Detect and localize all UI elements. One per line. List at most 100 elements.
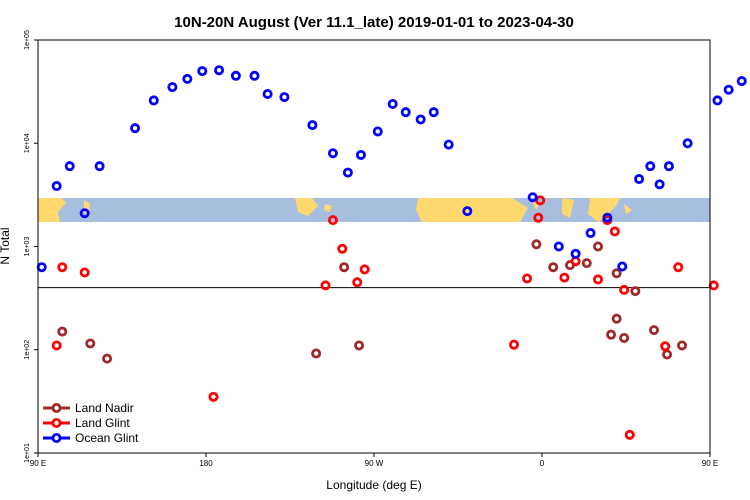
data-point xyxy=(307,120,318,131)
data-point xyxy=(51,340,62,351)
data-point xyxy=(663,161,674,172)
data-point xyxy=(673,262,684,273)
data-point xyxy=(581,258,592,269)
data-point xyxy=(387,98,398,109)
data-point xyxy=(428,107,439,118)
y-axis-label: N Total xyxy=(0,227,12,264)
data-point xyxy=(611,268,622,279)
data-point xyxy=(619,332,630,343)
y-tick-label: 1e+01 xyxy=(24,443,31,463)
legend-marker xyxy=(51,432,62,443)
data-point xyxy=(677,340,688,351)
legend-marker xyxy=(51,402,62,413)
data-point xyxy=(708,280,719,291)
data-point xyxy=(462,206,473,217)
data-point xyxy=(337,243,348,254)
data-point xyxy=(214,65,225,76)
data-point xyxy=(606,329,617,340)
x-axis: 90 E 180 90 W 0 90 E xyxy=(30,453,718,468)
y-tick-label: 1e+05 xyxy=(24,30,31,50)
data-point xyxy=(64,161,75,172)
data-point xyxy=(619,284,630,295)
data-point xyxy=(617,261,628,272)
map-land-shape xyxy=(532,200,540,210)
series-land-nadir xyxy=(57,239,688,364)
data-point xyxy=(79,267,90,278)
data-point xyxy=(208,391,219,402)
data-point xyxy=(400,107,411,118)
data-point xyxy=(197,66,208,77)
data-point xyxy=(585,228,596,239)
data-point xyxy=(531,239,542,250)
data-point xyxy=(522,273,533,284)
map-land-shape xyxy=(324,204,332,212)
data-point xyxy=(148,95,159,106)
data-point xyxy=(355,149,366,160)
data-point xyxy=(339,262,350,273)
data-points xyxy=(36,65,747,440)
data-point xyxy=(249,70,260,81)
data-point xyxy=(182,73,193,84)
data-point xyxy=(593,241,604,252)
chart-title: 10N-20N August (Ver 11.1_late) 2019-01-0… xyxy=(174,14,574,31)
data-point xyxy=(279,92,290,103)
data-point xyxy=(559,272,570,283)
x-tick-label: 0 xyxy=(540,459,545,468)
map-strip xyxy=(38,198,710,222)
plot-area xyxy=(36,39,747,454)
map-land-shape xyxy=(562,198,574,218)
data-point xyxy=(354,340,365,351)
data-point xyxy=(723,84,734,95)
data-point xyxy=(102,353,113,364)
data-point xyxy=(415,114,426,125)
series-ocean-glint xyxy=(36,65,747,273)
data-point xyxy=(630,286,641,297)
plot-background xyxy=(38,40,710,453)
y-tick-label: 1e+04 xyxy=(24,133,31,153)
map-land-shape xyxy=(588,198,620,222)
y-tick-label: 1e+02 xyxy=(24,340,31,360)
data-point xyxy=(634,174,645,185)
x-tick-label: 90 E xyxy=(702,459,718,468)
x-tick-label: 180 xyxy=(199,459,213,468)
data-point xyxy=(372,126,383,137)
data-point xyxy=(443,139,454,150)
data-point xyxy=(593,274,604,285)
data-point xyxy=(230,70,241,81)
legend-label: Land Nadir xyxy=(75,401,134,415)
data-point xyxy=(130,123,141,134)
y-tick-label: 1e+03 xyxy=(24,237,31,257)
legend-label: Land Glint xyxy=(75,416,130,430)
data-point xyxy=(57,262,68,273)
data-point xyxy=(262,88,273,99)
map-land-shape xyxy=(295,198,318,216)
legend-marker xyxy=(51,417,62,428)
data-point xyxy=(611,313,622,324)
data-point xyxy=(359,264,370,275)
data-point xyxy=(736,76,747,87)
data-point xyxy=(527,192,538,203)
data-point xyxy=(660,341,671,352)
data-point xyxy=(508,339,519,350)
data-point xyxy=(649,325,660,336)
data-point xyxy=(51,181,62,192)
data-point xyxy=(79,208,90,219)
legend-label: Ocean Glint xyxy=(75,431,139,445)
data-point xyxy=(327,148,338,159)
y-axis: 1e+01 1e+02 1e+03 1e+04 1e+05 xyxy=(24,30,38,463)
data-point xyxy=(342,167,353,178)
data-point xyxy=(352,277,363,288)
data-point xyxy=(327,215,338,226)
data-point xyxy=(167,82,178,93)
data-point xyxy=(609,226,620,237)
data-point xyxy=(311,348,322,359)
data-point xyxy=(570,248,581,259)
data-point xyxy=(85,338,96,349)
data-point xyxy=(624,429,635,440)
series-land-glint xyxy=(51,195,719,440)
data-point xyxy=(645,161,656,172)
x-tick-label: 90 W xyxy=(365,459,384,468)
data-point xyxy=(57,326,68,337)
